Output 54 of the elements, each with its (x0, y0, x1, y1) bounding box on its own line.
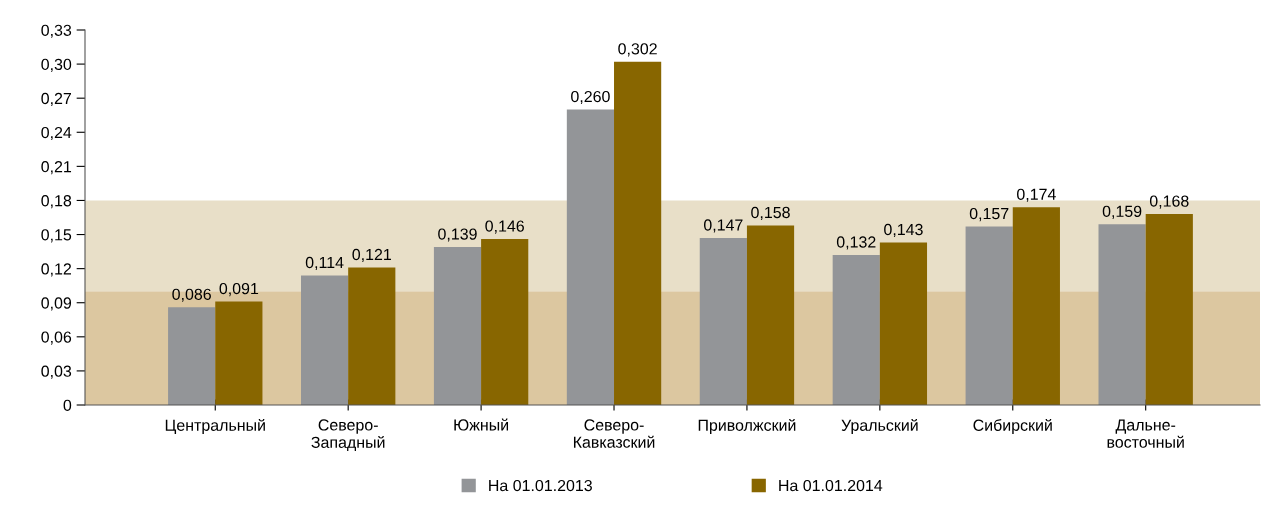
bar (1012, 207, 1060, 405)
x-tick-label: Северо- Кавказский (573, 419, 655, 448)
bar (746, 225, 795, 405)
y-tick-label: 0,12 (41, 263, 72, 277)
bar (1098, 224, 1146, 405)
data-label: 0,159 (1102, 205, 1142, 219)
x-tick-label: Северо- Западный (311, 419, 385, 452)
bar (481, 239, 529, 405)
x-tick-label: Уральский (841, 418, 918, 435)
x-tick-label: Южный (454, 418, 509, 431)
data-label: 0,157 (969, 207, 1009, 222)
bar (879, 242, 928, 405)
bar (965, 226, 1013, 405)
y-tick-label: 0 (63, 399, 72, 411)
y-tick-label: 0,27 (41, 92, 72, 107)
y-tick-label: 0,30 (41, 58, 72, 72)
data-label: 0,143 (884, 223, 923, 238)
data-label: 0,091 (219, 282, 259, 297)
x-tick-label: Приволжский (698, 418, 796, 435)
bar (348, 267, 396, 405)
data-label: 0,147 (703, 219, 743, 233)
y-tick-label: 0,06 (41, 331, 72, 345)
bar (300, 275, 349, 405)
legend-label: На 01.01.2014 (779, 479, 883, 492)
data-label: 0,158 (751, 206, 790, 221)
data-label: 0,174 (1017, 188, 1056, 202)
data-label: 0,139 (438, 228, 477, 242)
bar (614, 61, 662, 405)
data-label: 0,168 (1149, 195, 1189, 209)
bar (832, 255, 880, 405)
y-tick-label: 0,09 (41, 297, 72, 311)
bar (699, 237, 747, 405)
x-tick-label: Центральный (165, 418, 265, 435)
x-tick-label: Дальне- восточный (1107, 419, 1184, 448)
bar (433, 247, 482, 405)
bar (566, 109, 615, 405)
bar (215, 301, 263, 405)
data-label: 0,146 (485, 220, 524, 234)
x-tick-label: Сибирский (973, 418, 1052, 435)
y-tick-label: 0,21 (41, 161, 72, 175)
y-tick-label: 0,03 (41, 365, 72, 379)
data-label: 0,260 (571, 90, 610, 105)
data-label: 0,121 (352, 248, 391, 263)
legend-label: На 01.01.2013 (489, 479, 592, 492)
y-tick-label: 0,15 (41, 229, 72, 243)
y-tick-label: 0,18 (41, 195, 72, 209)
data-label: 0,302 (618, 43, 657, 57)
bar (1145, 214, 1193, 405)
data-label: 0,114 (305, 256, 344, 271)
data-label: 0,132 (836, 236, 876, 250)
data-label: 0,086 (172, 288, 211, 302)
bar (168, 307, 216, 405)
y-tick-label: 0,33 (41, 24, 72, 38)
y-tick-label: 0,24 (41, 126, 72, 141)
